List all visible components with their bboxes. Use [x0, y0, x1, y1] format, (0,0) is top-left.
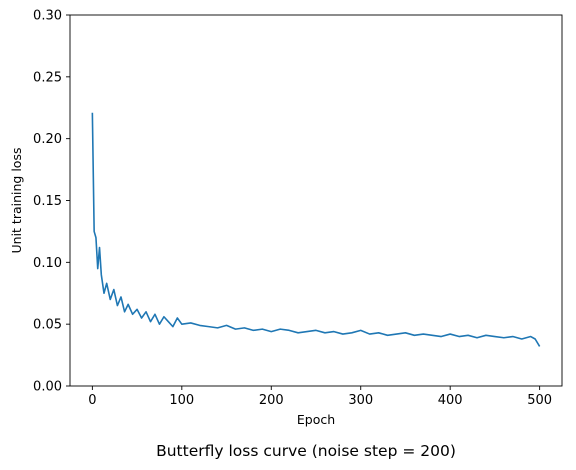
x-tick-label: 500	[527, 393, 552, 408]
y-axis-label: Unit training loss	[9, 148, 24, 254]
y-tick-label: 0.20	[33, 132, 62, 147]
x-tick-label: 400	[438, 393, 463, 408]
axes: 0 100 200 300 400 500 0.00 0.05 0.10 0.15 0.20 0.25…	[33, 9, 563, 408]
y-tick-label: 0.05	[33, 318, 62, 333]
y-tick-label: 0.10	[33, 256, 62, 271]
plot-area	[91, 112, 541, 347]
x-tick-label: 0	[88, 393, 96, 408]
x-axis-label: Epoch	[297, 412, 335, 427]
y-tick-label: 0.30	[33, 9, 62, 24]
loss-series-line-0	[91, 112, 541, 347]
y-tick-label: 0.00	[33, 380, 62, 395]
y-tick-label: 0.15	[33, 194, 62, 209]
x-tick-label: 100	[169, 393, 194, 408]
x-tick-label: 300	[348, 393, 373, 408]
x-tick-label: 200	[259, 393, 284, 408]
y-tick-label: 0.25	[33, 70, 62, 85]
chart-title: Butterfly loss curve (noise step = 200)	[156, 442, 456, 460]
